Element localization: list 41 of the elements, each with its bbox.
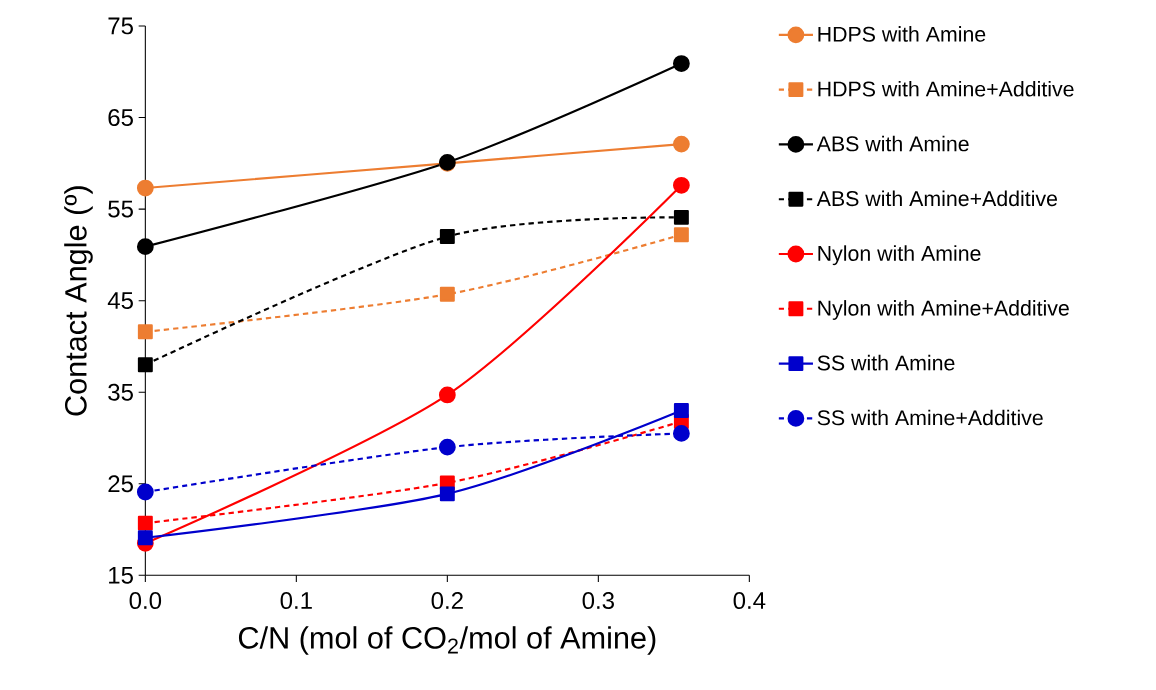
point [137,324,153,340]
point [137,530,153,546]
point [137,357,153,373]
y-tick-label: 35 [108,383,133,401]
point [136,483,154,501]
y-tick-label: 75 [108,17,133,35]
point [439,229,455,245]
legend-label: Nylon with Amine [818,245,981,266]
legend-label: SS with Amine+Additive [817,409,1043,426]
point [136,238,154,256]
point [672,135,690,153]
point [438,386,456,404]
point [673,227,689,243]
legend-label: ABS with Amine [816,135,969,152]
point [137,515,153,531]
point [439,286,455,302]
x-axis-title: C/N (mol of CO$_{2}$/mol of Amine) [238,626,656,655]
x-tick-label: 0.0 [129,592,162,610]
y-tick-label: 55 [108,200,133,218]
point [672,425,690,442]
point [673,403,689,419]
y-tick-label: 15 [109,566,133,584]
legend-label: Nylon with Amine+Additive [818,300,1069,320]
point [136,179,154,197]
y-tick-label: 65 [108,109,133,127]
legend-label: HDPS with Amine [818,26,986,42]
point [672,176,690,194]
legend-label: HDPS with Amine+Additive [818,80,1074,97]
legend-label: ABS with Amine+Additive [816,190,1058,207]
point [673,209,689,225]
x-tick-label: 0.4 [733,592,766,610]
point [438,438,456,456]
y-tick-label: 45 [107,292,133,310]
x-tick-label: 0.3 [582,592,614,610]
x-tick-label: 0.1 [280,592,312,610]
point [672,55,690,72]
legend-label: SS with Amine [817,354,955,371]
point [439,486,455,502]
x-tick-label: 0.2 [431,592,463,610]
y-axis-title: Contact Angle (º) [64,186,93,416]
y-tick-label: 25 [108,475,133,493]
